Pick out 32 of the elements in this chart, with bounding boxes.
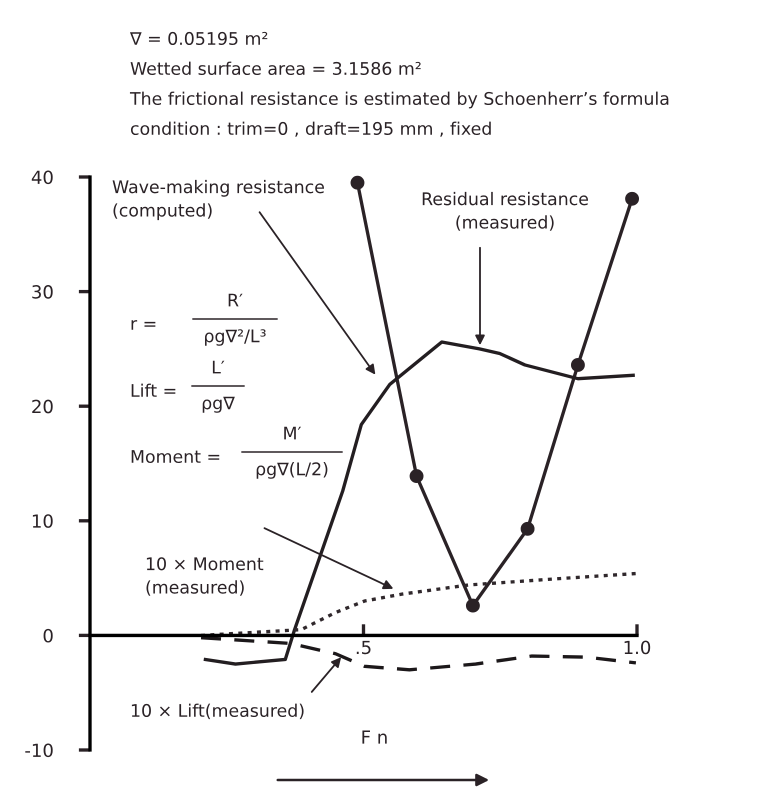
annotation: R′: [228, 294, 243, 306]
text: ∇ = 0.05195 m²: [130, 32, 268, 46]
text: Wetted surface area = 3.1586 m²: [130, 62, 421, 76]
y-tick-label: 10: [32, 514, 53, 528]
annotation: ρg∇²/L³: [205, 329, 266, 346]
point: [570, 358, 585, 372]
annotation: Wave-making resistance (computed): [112, 180, 324, 220]
y-tick-label: 0: [44, 628, 53, 643]
x-tick-label: 1.0: [624, 640, 650, 654]
text: The frictional resistance is estimated by Schoenherr’s formula: [130, 92, 668, 108]
point: [410, 469, 424, 484]
point: [520, 522, 535, 536]
annotation: Moment =: [132, 450, 220, 464]
y-tick-label: 20: [32, 400, 53, 414]
x-axis-title: F n: [362, 730, 387, 744]
annotation: ρg∇: [202, 396, 235, 413]
annotation: ρg∇(L/2): [256, 462, 328, 479]
y-tick-label: 30: [32, 285, 53, 299]
point: [350, 176, 364, 190]
x-tick-label: .5: [356, 640, 371, 654]
annotation: 10 × Lift(measured): [132, 704, 304, 720]
text: condition : trim=0 , draft=195 mm , fixed: [130, 122, 491, 137]
point: [625, 192, 640, 206]
annotation: Lift =: [132, 384, 176, 397]
annotation: 10 × Moment (measured): [146, 557, 264, 596]
annotation: r =: [132, 320, 156, 330]
y-tick-label: 40: [32, 170, 53, 184]
annotation: Residual resistance (measured): [422, 192, 588, 231]
annotation: L′: [212, 360, 224, 374]
point: [466, 598, 480, 613]
y-tick-label: -10: [25, 743, 53, 758]
annotation: M′: [284, 426, 302, 440]
